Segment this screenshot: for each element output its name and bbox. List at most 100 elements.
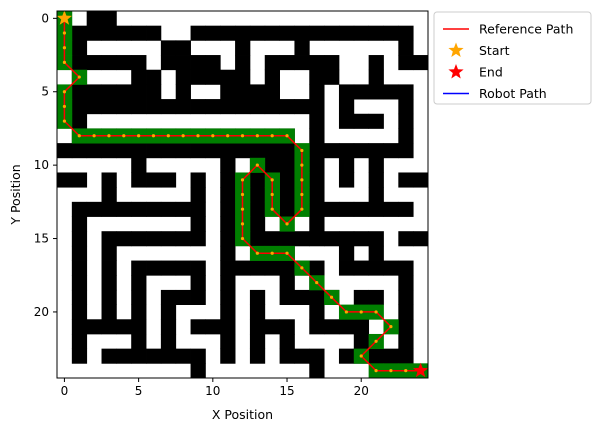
x-tick-label: 10 <box>205 384 220 398</box>
maze-wall-cell <box>190 99 206 115</box>
maze-wall-cell <box>71 216 88 232</box>
maze-wall-cell <box>220 348 236 364</box>
maze-wall-cell <box>71 84 88 100</box>
maze-wall-cell <box>175 201 191 217</box>
maze-wall-cell <box>398 55 414 71</box>
maze-wall-cell <box>101 260 117 276</box>
maze-wall-cell <box>116 348 132 364</box>
reference-path-point <box>374 369 378 373</box>
maze-wall-cell <box>249 319 266 335</box>
maze-wall-cell <box>309 260 325 276</box>
maze-wall-cell <box>264 260 280 276</box>
x-axis-label: X Position <box>212 407 273 422</box>
maze-wall-cell <box>86 319 102 335</box>
maze-wall-cell <box>368 172 384 188</box>
maze-wall-cell <box>383 260 399 276</box>
maze-wall-cell <box>264 84 280 100</box>
y-axis-label: Y Position <box>8 164 23 225</box>
maze-wall-cell <box>131 172 147 188</box>
maze-wall-cell <box>368 187 384 203</box>
maze-wall-cell <box>146 231 162 247</box>
maze-wall-cell <box>309 55 325 71</box>
reference-path-point <box>404 369 408 373</box>
maze-wall-cell <box>116 231 132 247</box>
maze-wall-cell <box>249 201 266 217</box>
maze-wall-cell <box>338 201 355 217</box>
maze-wall-cell <box>249 304 266 320</box>
maze-wall-cell <box>235 55 251 71</box>
maze-wall-cell <box>249 172 266 188</box>
maze-wall-cell <box>338 319 355 335</box>
maze-wall-cell <box>146 84 162 100</box>
maze-wall-cell <box>71 348 88 364</box>
maze-wall-cell <box>205 143 221 159</box>
maze-wall-cell <box>131 157 147 173</box>
maze-wall-cell <box>338 245 355 261</box>
maze-wall-cell <box>309 172 325 188</box>
maze-wall-cell <box>101 231 117 247</box>
maze-wall-cell <box>324 319 340 335</box>
x-tick-label: 15 <box>279 384 294 398</box>
maze-wall-cell <box>190 25 206 41</box>
maze-wall-cell <box>220 157 236 173</box>
maze-wall-cell <box>338 172 355 188</box>
maze-wall-cell <box>368 245 384 261</box>
reference-path-point <box>285 134 289 138</box>
maze-wall-cell <box>71 260 88 276</box>
maze-wall-cell <box>86 25 102 41</box>
maze-wall-cell <box>324 143 340 159</box>
maze-wall-cell <box>116 143 132 159</box>
maze-wall-cell <box>101 319 117 335</box>
reference-path-point <box>62 46 67 50</box>
reference-path-point <box>374 339 378 343</box>
reference-path-point <box>300 207 304 211</box>
reference-path-point <box>166 134 170 138</box>
reference-path-point <box>270 134 274 138</box>
maze-wall-cell <box>279 25 295 41</box>
maze-wall-cell <box>235 25 251 41</box>
maze-wall-cell <box>101 172 117 188</box>
axes-frame <box>56 10 429 379</box>
maze-wall-cell <box>264 157 280 173</box>
maze-wall-cell <box>309 319 325 335</box>
maze-wall-cell <box>279 260 295 276</box>
maze-wall-cell <box>279 187 295 203</box>
maze-wall-cell <box>353 260 370 276</box>
maze-wall-cell <box>353 333 370 350</box>
maze-wall-cell <box>160 348 177 364</box>
maze-wall-cell <box>398 304 414 320</box>
end-marker <box>413 362 429 378</box>
maze-wall-cell <box>249 84 266 100</box>
maze-wall-cell <box>398 25 414 41</box>
maze-wall-cell <box>398 113 414 129</box>
reference-path-point <box>300 192 304 197</box>
maze-wall-cell <box>279 231 295 247</box>
maze-wall-cell <box>146 25 162 41</box>
maze-wall-cell <box>101 304 117 320</box>
maze-wall-cell <box>249 216 266 232</box>
maze-wall-cell <box>205 55 221 71</box>
maze-wall-cell <box>190 55 206 71</box>
maze-wall-cell <box>175 231 191 247</box>
maze-wall-cell <box>235 99 251 115</box>
maze-wall-cell <box>190 348 206 364</box>
maze-wall-cell <box>353 84 370 100</box>
maze-wall-cell <box>71 143 88 159</box>
maze-wall-cell <box>190 69 206 85</box>
maze-wall-cell <box>264 143 280 159</box>
maze-wall-cell <box>383 201 399 217</box>
maze-wall-cell <box>324 25 340 41</box>
maze-wall-cell <box>131 348 147 364</box>
maze-wall-cell <box>131 275 147 291</box>
maze-wall-cell <box>338 99 355 115</box>
maze-wall-cell <box>249 231 266 247</box>
maze-wall-cell <box>116 25 132 41</box>
maze-wall-cell <box>116 84 132 100</box>
maze-wall-cell <box>324 201 340 217</box>
maze-wall-cell <box>116 99 132 115</box>
maze-wall-cell <box>220 245 236 261</box>
maze-wall-cell <box>294 289 310 305</box>
maze-wall-cell <box>86 84 102 100</box>
x-tick-label: 5 <box>135 384 143 398</box>
maze-wall-cell <box>398 319 414 335</box>
